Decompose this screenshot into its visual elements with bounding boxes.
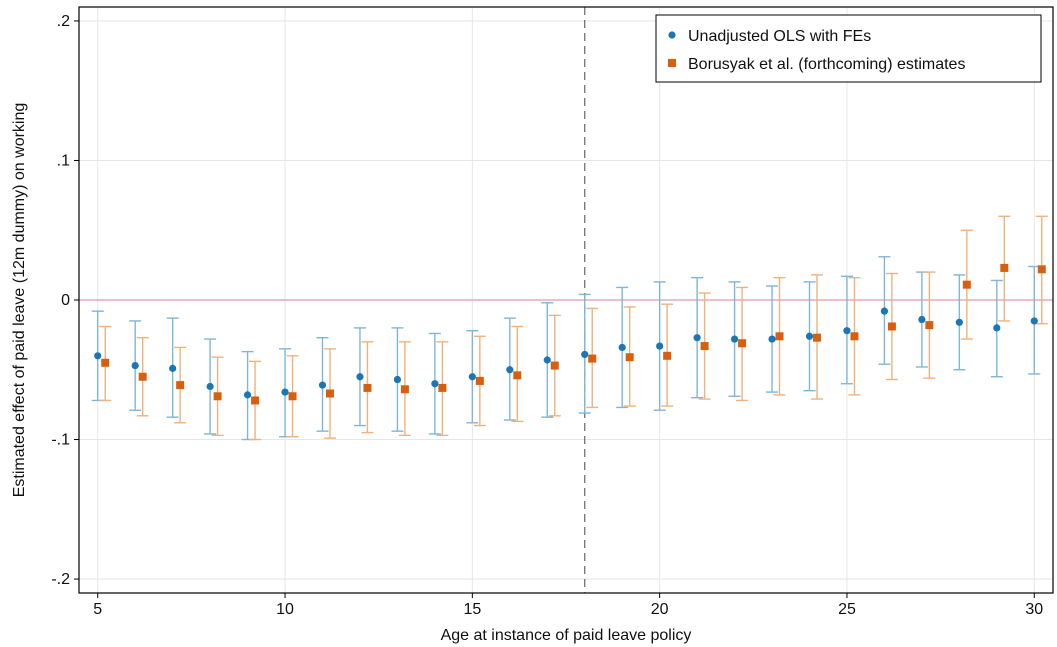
point-borusyak-age-6 (138, 372, 147, 381)
point-borusyak-age-26 (887, 322, 896, 331)
point-ols-age-6 (131, 361, 139, 370)
point-borusyak-age-8 (213, 392, 222, 401)
point-ols-age-27 (918, 315, 926, 324)
x-tick-label: 20 (651, 601, 669, 618)
point-ols-age-21 (693, 334, 701, 342)
point-borusyak-age-10 (288, 392, 297, 401)
point-ols-age-19 (618, 343, 626, 352)
y-axis-title: Estimated effect of paid leave (12m dumm… (11, 103, 28, 498)
legend-box (655, 14, 1042, 83)
x-tick-label: 30 (1025, 601, 1043, 618)
point-borusyak-age-28 (962, 280, 971, 289)
x-tick-label: 10 (276, 601, 294, 618)
legend: Unadjusted OLS with FEs Borusyak et al. … (655, 14, 1042, 83)
data-markers (94, 263, 1046, 405)
point-ols-age-22 (730, 335, 739, 343)
point-ols-age-10 (281, 388, 289, 396)
point-ols-age-12 (356, 373, 364, 381)
point-ols-age-15 (468, 373, 476, 381)
point-borusyak-age-29 (1000, 263, 1009, 272)
point-ols-age-23 (768, 335, 776, 343)
point-ols-age-7 (169, 364, 177, 372)
y-tick-label: .1 (57, 152, 70, 169)
point-borusyak-age-22 (738, 339, 747, 348)
point-borusyak-age-15 (475, 376, 484, 385)
point-borusyak-age-7 (176, 381, 185, 390)
y-tick-label: -.1 (51, 432, 70, 449)
point-ols-age-18 (581, 350, 589, 359)
point-ols-age-14 (431, 380, 439, 388)
point-borusyak-age-13 (400, 385, 409, 394)
point-ols-age-16 (506, 366, 514, 374)
point-borusyak-age-11 (325, 389, 334, 398)
y-tick-label: .2 (57, 13, 70, 30)
point-ols-age-13 (393, 375, 402, 384)
point-ols-age-25 (843, 327, 851, 335)
point-ols-age-9 (243, 391, 252, 399)
point-borusyak-age-5 (101, 358, 110, 367)
y-tick-label: 0 (61, 292, 70, 309)
legend-marker-borusyak (668, 59, 676, 67)
point-borusyak-age-17 (550, 361, 559, 370)
x-tick-label: 15 (463, 601, 481, 618)
point-ols-age-24 (805, 332, 814, 340)
axis-ticks: 5 10 15 20 25 30 -.2 -.1 0 .1 .2 (51, 13, 1043, 618)
point-borusyak-age-24 (812, 333, 821, 342)
point-borusyak-age-20 (663, 351, 672, 360)
point-borusyak-age-18 (588, 354, 597, 363)
y-tick-label: -.2 (51, 571, 70, 588)
point-ols-age-11 (318, 381, 327, 389)
point-borusyak-age-27 (925, 321, 934, 330)
point-ols-age-26 (880, 307, 889, 315)
legend-label-borusyak: Borusyak et al. (forthcoming) estimates (688, 56, 965, 73)
point-borusyak-age-12 (363, 383, 372, 392)
point-ols-age-29 (993, 324, 1001, 332)
x-axis-title: Age at instance of paid leave policy (441, 627, 692, 644)
point-ols-age-20 (656, 342, 664, 350)
point-ols-age-5 (94, 352, 102, 360)
point-borusyak-age-14 (438, 383, 447, 392)
point-borusyak-age-23 (775, 332, 784, 341)
legend-label-ols: Unadjusted OLS with FEs (688, 28, 871, 45)
point-borusyak-age-25 (850, 332, 859, 341)
point-ols-age-30 (1030, 317, 1038, 325)
point-borusyak-age-16 (513, 371, 522, 380)
point-borusyak-age-21 (700, 342, 709, 351)
point-borusyak-age-9 (251, 396, 260, 405)
x-tick-label: 5 (93, 601, 102, 618)
x-tick-label: 25 (838, 601, 856, 618)
legend-marker-ols (668, 31, 676, 39)
point-ols-age-28 (955, 318, 963, 326)
point-ols-age-17 (543, 356, 551, 364)
point-borusyak-age-19 (625, 353, 634, 362)
point-borusyak-age-30 (1037, 265, 1046, 274)
point-ols-age-8 (206, 382, 214, 391)
